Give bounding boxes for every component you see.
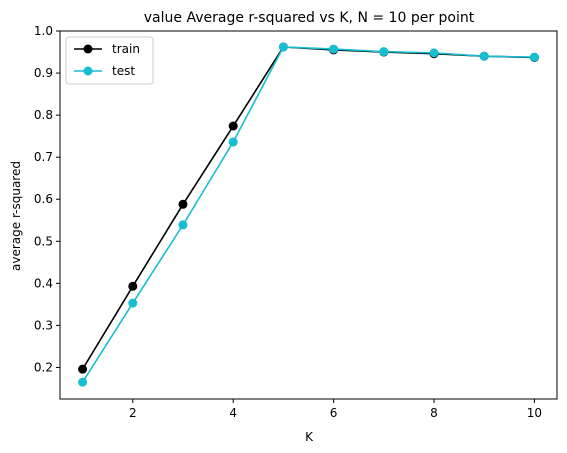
y-tick-label: 0.5 bbox=[34, 234, 53, 248]
data-point-train bbox=[78, 364, 88, 374]
y-axis: 0.2 0.3 0.4 0.5 0.6 0.7 0.8 0.9 1.0 bbox=[34, 24, 60, 374]
data-point-train bbox=[128, 281, 138, 291]
y-tick-label: 0.6 bbox=[34, 192, 53, 206]
legend: train test bbox=[65, 36, 154, 85]
legend-box bbox=[65, 36, 154, 85]
chart-title: value Average r-squared vs K, N = 10 per… bbox=[144, 10, 475, 26]
data-point-test bbox=[429, 48, 439, 58]
series-layer bbox=[78, 42, 539, 387]
series-line-test bbox=[81, 46, 535, 383]
data-point-test bbox=[529, 52, 539, 62]
x-tick-label: 10 bbox=[527, 406, 542, 420]
legend-marker-train bbox=[83, 44, 93, 54]
y-tick-label: 1.0 bbox=[34, 24, 53, 38]
data-point-test bbox=[178, 220, 188, 230]
x-tick-label: 8 bbox=[430, 406, 438, 420]
data-point-test bbox=[278, 42, 288, 52]
y-axis-label: average r-squared bbox=[9, 161, 23, 271]
y-tick-label: 0.3 bbox=[34, 318, 53, 332]
data-point-train bbox=[178, 199, 188, 209]
plot-frame bbox=[59, 30, 558, 400]
data-point-test bbox=[78, 377, 88, 387]
legend-marker-test bbox=[83, 66, 93, 76]
y-tick-label: 0.9 bbox=[34, 66, 53, 80]
y-tick-label: 0.7 bbox=[34, 150, 53, 164]
legend-label-test: test bbox=[112, 64, 135, 78]
x-tick-label: 2 bbox=[129, 406, 137, 420]
data-point-train bbox=[228, 121, 238, 131]
data-point-test bbox=[329, 44, 339, 54]
legend-label-train: train bbox=[112, 42, 140, 56]
x-tick-label: 6 bbox=[330, 406, 338, 420]
y-tick-label: 0.8 bbox=[34, 108, 53, 122]
data-point-test bbox=[379, 47, 389, 57]
data-point-test bbox=[228, 137, 238, 147]
data-point-test bbox=[128, 298, 138, 308]
y-tick-label: 0.4 bbox=[34, 276, 53, 290]
x-tick-label: 4 bbox=[229, 406, 237, 420]
y-tick-label: 0.2 bbox=[34, 360, 53, 374]
x-axis-label: K bbox=[305, 430, 314, 444]
series-test bbox=[78, 42, 539, 387]
x-axis: 2 4 6 8 10 bbox=[129, 399, 542, 420]
data-point-test bbox=[479, 51, 489, 61]
